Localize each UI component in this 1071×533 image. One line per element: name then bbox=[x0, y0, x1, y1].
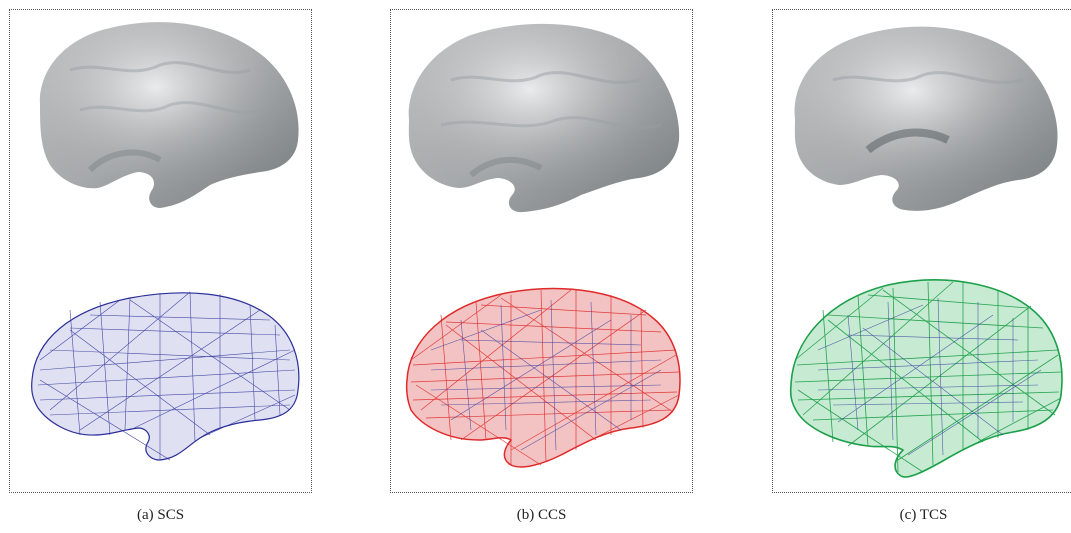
brain-surface-icon bbox=[794, 26, 1058, 211]
mesh-icon bbox=[405, 287, 681, 468]
panel-ccs bbox=[390, 9, 693, 493]
panel-ccs-figure bbox=[405, 23, 681, 468]
caption-tcs: (c) TCS bbox=[899, 507, 948, 523]
panel-scs-figure bbox=[31, 22, 300, 461]
brain-surface-icon bbox=[408, 23, 680, 213]
panel-tcs bbox=[772, 9, 1071, 493]
mesh-icon bbox=[31, 291, 300, 461]
brain-surface-icon bbox=[39, 22, 299, 209]
caption-ccs: (b) CCS bbox=[516, 507, 567, 523]
panel-scs bbox=[9, 9, 312, 493]
panel-tcs-figure bbox=[789, 26, 1063, 478]
mesh-icon bbox=[789, 279, 1063, 478]
caption-scs: (a) SCS bbox=[136, 507, 185, 523]
